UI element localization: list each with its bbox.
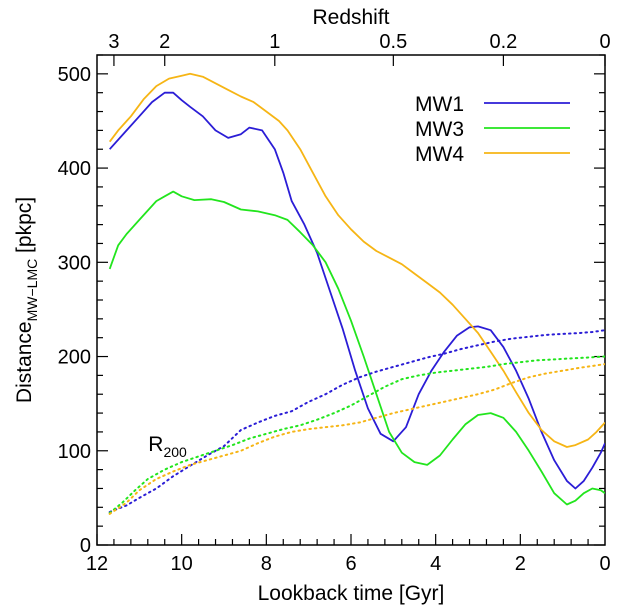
y-tick-label: 500 — [58, 64, 91, 86]
top-tick-label: 1 — [269, 31, 280, 53]
series-line-mw4-r200 — [108, 363, 605, 515]
top-tick-label: 3 — [108, 31, 119, 53]
r200-annotation-main: R — [148, 433, 163, 456]
y-axis-title-subscript: MW−LMC — [24, 259, 40, 322]
y-axis-title: DistanceMW−LMC [pkpc] — [13, 197, 40, 403]
series-line-mw1-r200 — [108, 329, 605, 513]
top-tick-label: 0.5 — [379, 31, 407, 53]
series-line-mw4 — [108, 72, 605, 448]
legend-label-mw1: MW1 — [415, 93, 464, 116]
x-tick-label: 8 — [261, 553, 272, 575]
series-line-mw3 — [108, 190, 605, 506]
legend-label-mw3: MW3 — [415, 118, 464, 141]
top-tick-label: 0 — [599, 31, 610, 53]
y-tick-label: 100 — [58, 441, 91, 463]
series-line-mw3-r200 — [108, 355, 605, 514]
y-tick-label: 0 — [80, 535, 91, 557]
y-tick-label: 400 — [58, 158, 91, 180]
x-tick-label: 10 — [171, 553, 193, 575]
top-axis-title: Redshift — [312, 6, 389, 29]
x-tick-label: 12 — [86, 553, 108, 575]
x-tick-label: 4 — [430, 553, 441, 575]
y-tick-label: 200 — [58, 347, 91, 369]
y-axis-title-unit: [pkpc] — [13, 197, 36, 259]
y-axis-title-main: Distance — [13, 321, 36, 403]
r200-annotation-subscript: 200 — [163, 444, 187, 460]
y-tick-label: 300 — [58, 252, 91, 274]
series-line-mw1 — [109, 91, 605, 490]
x-tick-label: 2 — [515, 553, 526, 575]
x-axis-title: Lookback time [Gyr] — [258, 582, 445, 605]
x-tick-label: 6 — [345, 553, 356, 575]
x-tick-label: 0 — [599, 553, 610, 575]
top-tick-label: 2 — [159, 31, 170, 53]
r200-annotation: R200 — [148, 433, 187, 460]
top-tick-label: 0.2 — [489, 31, 517, 53]
legend-label-mw4: MW4 — [415, 143, 464, 166]
